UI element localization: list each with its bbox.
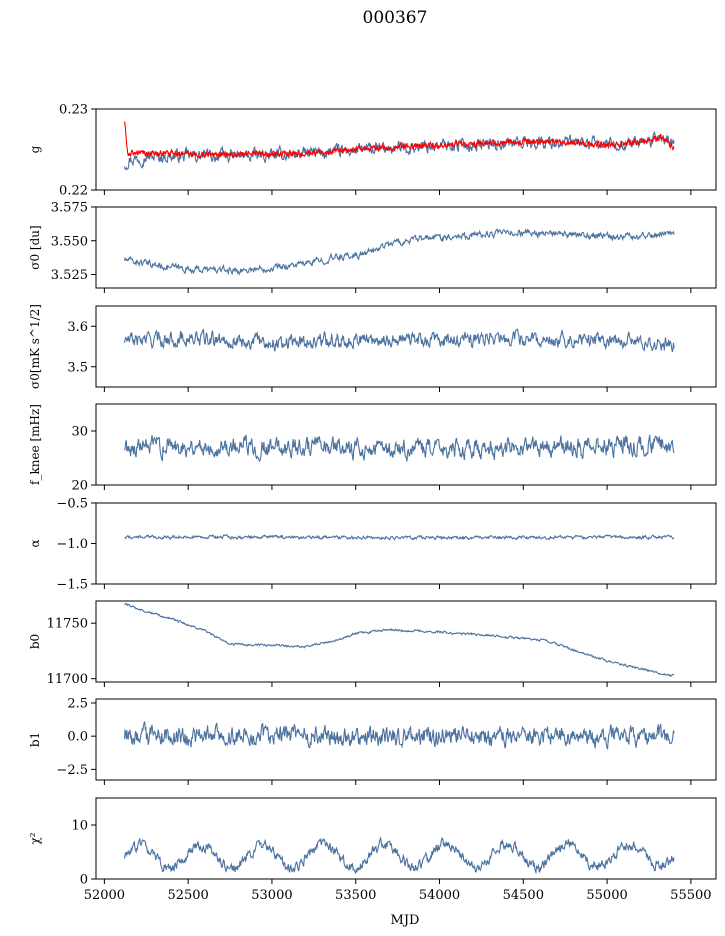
y-axis-label: χ² (28, 832, 42, 844)
panel-frame (95, 305, 717, 388)
panel-data (123, 721, 675, 750)
y-axis-label: σ0 [du] (28, 225, 42, 269)
series-line (123, 228, 675, 276)
panel-4: 20 30 f_knee [mHz] (28, 403, 717, 494)
panel-data (124, 602, 675, 678)
y-tick-label: 3.5 (67, 360, 88, 375)
y-tick-label: 0.23 (59, 103, 88, 118)
x-tick-label: 54500 (503, 888, 544, 903)
series-line (124, 602, 675, 678)
x-tick-label: 53500 (335, 888, 376, 903)
panels: 0.22 0.23 g 3.525 3.550 3.575 σ0 [du] 3.5 3.6 σ0[… (28, 103, 717, 903)
y-tick-label: 11750 (47, 617, 88, 632)
series-line (123, 328, 675, 353)
y-tick-label: −1.0 (56, 537, 88, 552)
y-tick-label: 0.22 (59, 184, 88, 199)
y-axis-label: f_knee [mHz] (28, 404, 42, 485)
panel-frame (95, 502, 717, 585)
y-axis-label: σ0[mK s^1/2] (28, 304, 42, 389)
panel-frame (95, 600, 717, 683)
y-tick-label: −2.5 (56, 763, 88, 778)
panel-data (124, 534, 675, 541)
series-line (124, 534, 675, 541)
panel-1: 0.22 0.23 g (28, 103, 717, 199)
panel-5: −1.5 −1.0 −0.5 α (28, 497, 717, 593)
y-tick-label: 3.525 (51, 268, 88, 283)
y-tick-label: 0 (80, 873, 88, 888)
panel-7: −2.5 0.0 2.5 b1 (28, 696, 717, 785)
y-tick-label: 3.550 (51, 234, 88, 249)
y-tick-label: 10 (71, 819, 88, 834)
figure-title: 000367 (363, 8, 428, 28)
panel-data (123, 836, 675, 875)
y-tick-label: 11700 (47, 672, 88, 687)
x-axis-label: MJD (391, 913, 420, 928)
y-tick-label: 3.575 (51, 201, 88, 216)
y-axis-label: b0 (28, 634, 42, 649)
panel-frame (95, 698, 717, 781)
y-tick-label: 20 (71, 479, 88, 494)
y-tick-label: 3.6 (67, 320, 88, 335)
panel-3: 3.5 3.6 σ0[mK s^1/2] (28, 304, 717, 392)
x-tick-label: 52500 (167, 888, 208, 903)
panel-data (123, 328, 675, 353)
series-line (123, 434, 675, 462)
series-line (123, 131, 675, 171)
panel-data (123, 434, 675, 462)
y-axis-label: b1 (28, 732, 42, 747)
y-axis-label: g (28, 145, 42, 153)
y-tick-label: −0.5 (56, 497, 88, 512)
panel-8: 0 10 χ² (28, 797, 717, 888)
panel-data (123, 121, 675, 171)
x-tick-label: 55500 (670, 888, 711, 903)
panel-frame (95, 206, 717, 289)
y-tick-label: 30 (71, 425, 88, 440)
y-tick-label: 2.5 (67, 696, 88, 711)
panel-frame (95, 108, 717, 191)
series-line (123, 836, 675, 875)
x-tick-label: 54000 (419, 888, 460, 903)
x-tick-label: 55000 (586, 888, 627, 903)
y-tick-label: −1.5 (56, 578, 88, 593)
series-line (123, 721, 675, 750)
panel-6: 11700 11750 b0 (28, 600, 717, 687)
overlay-line (123, 121, 675, 159)
panel-frame (95, 797, 717, 880)
panel-2: 3.525 3.550 3.575 σ0 [du] (28, 201, 717, 293)
x-tick-label: 53000 (251, 888, 292, 903)
x-tick-label: 52000 (84, 888, 125, 903)
panel-data (123, 228, 675, 276)
panel-frame (95, 403, 717, 486)
y-tick-label: 0.0 (67, 730, 88, 745)
y-axis-label: α (28, 539, 42, 547)
